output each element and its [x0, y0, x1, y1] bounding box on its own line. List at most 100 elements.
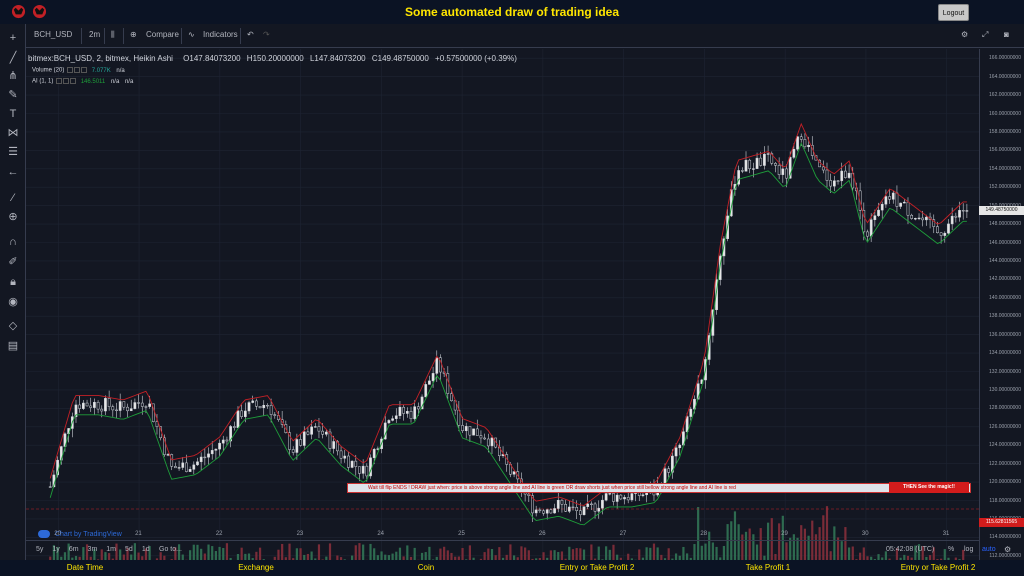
- compare-icon[interactable]: ⊕: [130, 30, 137, 39]
- axis-settings-icon[interactable]: ⚙: [1004, 545, 1012, 554]
- volume-bar: [443, 546, 446, 565]
- candle-body: [932, 219, 936, 227]
- candle-body: [512, 471, 516, 475]
- compare-button[interactable]: Compare: [146, 30, 179, 39]
- eye-toggle-icon[interactable]: [56, 78, 63, 84]
- volume-bar: [362, 544, 365, 565]
- trash-icon[interactable]: ▤: [7, 340, 19, 352]
- candle-body: [255, 400, 258, 407]
- time-axis-label: 27: [619, 531, 627, 537]
- magnet-icon[interactable]: ∩: [9, 236, 17, 248]
- ruler-icon[interactable]: ⁄: [12, 192, 14, 204]
- candle-body: [641, 494, 645, 496]
- candle-body: [96, 401, 100, 410]
- candle-body: [671, 455, 674, 473]
- undo-icon[interactable]: ↶: [247, 30, 254, 39]
- time-axis[interactable]: 20 21 22 23 24 25 26 27 28 29 30 31: [26, 531, 979, 560]
- candle-body: [78, 404, 82, 409]
- range-button-5y[interactable]: 5y: [36, 546, 44, 553]
- prediction-icon[interactable]: ☰: [8, 146, 18, 158]
- log-toggle[interactable]: log: [964, 546, 974, 553]
- range-button-1y[interactable]: 1y: [52, 546, 60, 553]
- candle-body: [402, 406, 405, 414]
- volume-bar: [840, 541, 843, 565]
- volume-na: n/a: [116, 67, 125, 74]
- range-button-1d[interactable]: 1d: [141, 546, 150, 553]
- settings-toggle-icon[interactable]: [63, 78, 70, 84]
- candle-body: [225, 439, 229, 442]
- back-arrow-icon[interactable]: ←: [7, 166, 19, 178]
- volume-bar: [428, 546, 431, 565]
- interval-selector[interactable]: 2m: [89, 30, 101, 39]
- volume-bar: [148, 546, 151, 565]
- candle-body: [424, 384, 428, 398]
- candle-body: [674, 447, 678, 457]
- indicators-button[interactable]: Indicators: [203, 30, 238, 39]
- logout-button[interactable]: Logout: [938, 4, 969, 21]
- volume-bar: [306, 553, 310, 565]
- price-axis-label: 118.00000000: [989, 497, 1021, 504]
- layers-icon[interactable]: ◇: [8, 320, 18, 332]
- candle-body: [939, 232, 943, 236]
- range-button-1m[interactable]: 1m: [106, 546, 117, 553]
- legend-low: L147.84073200: [309, 54, 366, 63]
- price-chart[interactable]: [26, 49, 979, 565]
- candle-body: [836, 180, 840, 182]
- symbol-search[interactable]: BCH_USD: [34, 30, 73, 39]
- camera-icon[interactable]: ◙: [1004, 30, 1009, 39]
- settings-icon[interactable]: ⚙: [961, 30, 969, 39]
- auto-toggle[interactable]: auto: [982, 546, 996, 553]
- trend-line-icon[interactable]: ╱: [9, 52, 17, 64]
- pattern-icon[interactable]: ⋈: [7, 127, 19, 139]
- close-icon[interactable]: [81, 67, 88, 73]
- ai-label[interactable]: AI (1, 1): [32, 78, 54, 85]
- range-button-6m[interactable]: 6m: [68, 546, 79, 553]
- volume-bar: [196, 544, 199, 565]
- volume-bar: [420, 552, 424, 565]
- redo-icon[interactable]: ↷: [263, 30, 270, 39]
- volume-bar: [56, 546, 59, 565]
- volume-bar: [310, 551, 313, 565]
- pitchfork-icon[interactable]: ⋔: [8, 70, 18, 82]
- eye-icon[interactable]: ◉: [8, 296, 18, 308]
- candle-body: [302, 431, 306, 446]
- range-button-3m[interactable]: 3m: [87, 546, 98, 553]
- volume-bar: [328, 543, 332, 565]
- fullscreen-icon[interactable]: ⤢: [982, 30, 989, 39]
- settings-toggle-icon[interactable]: [74, 67, 81, 73]
- volume-bar: [203, 553, 206, 565]
- candle-body: [203, 456, 207, 459]
- candle-body: [715, 279, 718, 311]
- price-axis-label: 164.00000000: [989, 73, 1021, 80]
- text-icon[interactable]: T: [9, 108, 17, 120]
- pencil-lock-icon[interactable]: ✐: [8, 256, 18, 268]
- candle-body: [531, 495, 534, 514]
- crosshair-icon[interactable]: +: [9, 32, 17, 44]
- volume-label[interactable]: Volume (20): [32, 67, 65, 74]
- clock[interactable]: 05:42:08 (UTC): [886, 546, 935, 553]
- volume-bar: [373, 548, 376, 565]
- chart-type-icon[interactable]: ⫼: [111, 30, 115, 39]
- candle-body: [361, 465, 365, 474]
- tradingview-watermark[interactable]: Chart by TradingView: [38, 530, 122, 538]
- candle-body: [299, 439, 302, 446]
- candle-body: [140, 402, 144, 407]
- chart-pane[interactable]: bitmex:BCH_USD, 2, bitmex, Heikin Ashi O…: [26, 49, 979, 565]
- eye-toggle-icon[interactable]: [67, 67, 74, 73]
- volume-bar: [384, 554, 387, 565]
- volume-bar: [509, 544, 512, 565]
- range-button-5d[interactable]: 5d: [125, 546, 133, 553]
- brush-icon[interactable]: ✎: [8, 89, 18, 101]
- volume-bar: [733, 511, 737, 565]
- close-icon[interactable]: [70, 78, 77, 84]
- percent-toggle[interactable]: %: [948, 546, 955, 553]
- lock-icon[interactable]: 🔒︎: [10, 276, 16, 288]
- zoom-in-icon[interactable]: ⊕: [8, 211, 18, 223]
- legend-symbol[interactable]: bitmex:BCH_USD, 2, bitmex, Heikin Ashi: [28, 54, 173, 63]
- candle-body: [155, 421, 159, 427]
- indicators-icon[interactable]: ∿: [188, 30, 195, 39]
- price-axis[interactable]: 166.00000000 164.00000000 162.00000000 160.…: [979, 49, 1024, 565]
- candle-body: [247, 402, 251, 412]
- goto-button[interactable]: Go to...: [159, 546, 182, 553]
- price-axis-label: 122.00000000: [989, 460, 1021, 467]
